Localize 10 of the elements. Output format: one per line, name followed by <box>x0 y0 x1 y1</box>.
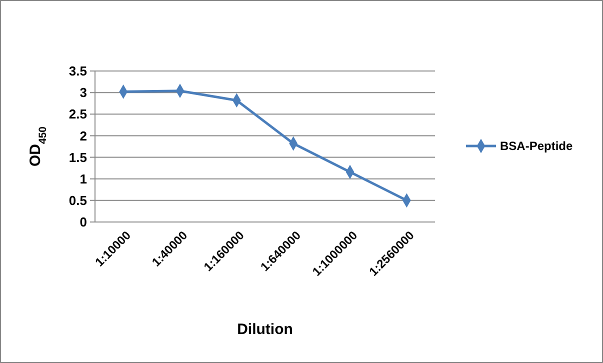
y-tick-label: 0 <box>80 214 87 230</box>
legend-label: BSA-Peptide <box>500 139 573 154</box>
y-tick-label: 1.5 <box>68 150 87 165</box>
y-tick-label: 3.5 <box>68 64 87 79</box>
y-tick-label: 0.5 <box>68 192 87 208</box>
x-axis-title: Dilution <box>237 321 293 338</box>
y-tick-label: 1 <box>80 171 87 186</box>
y-tick-label: 2 <box>80 128 87 144</box>
y-tick-label: 2.5 <box>68 106 87 122</box>
y-tick-label: 3 <box>80 85 87 100</box>
